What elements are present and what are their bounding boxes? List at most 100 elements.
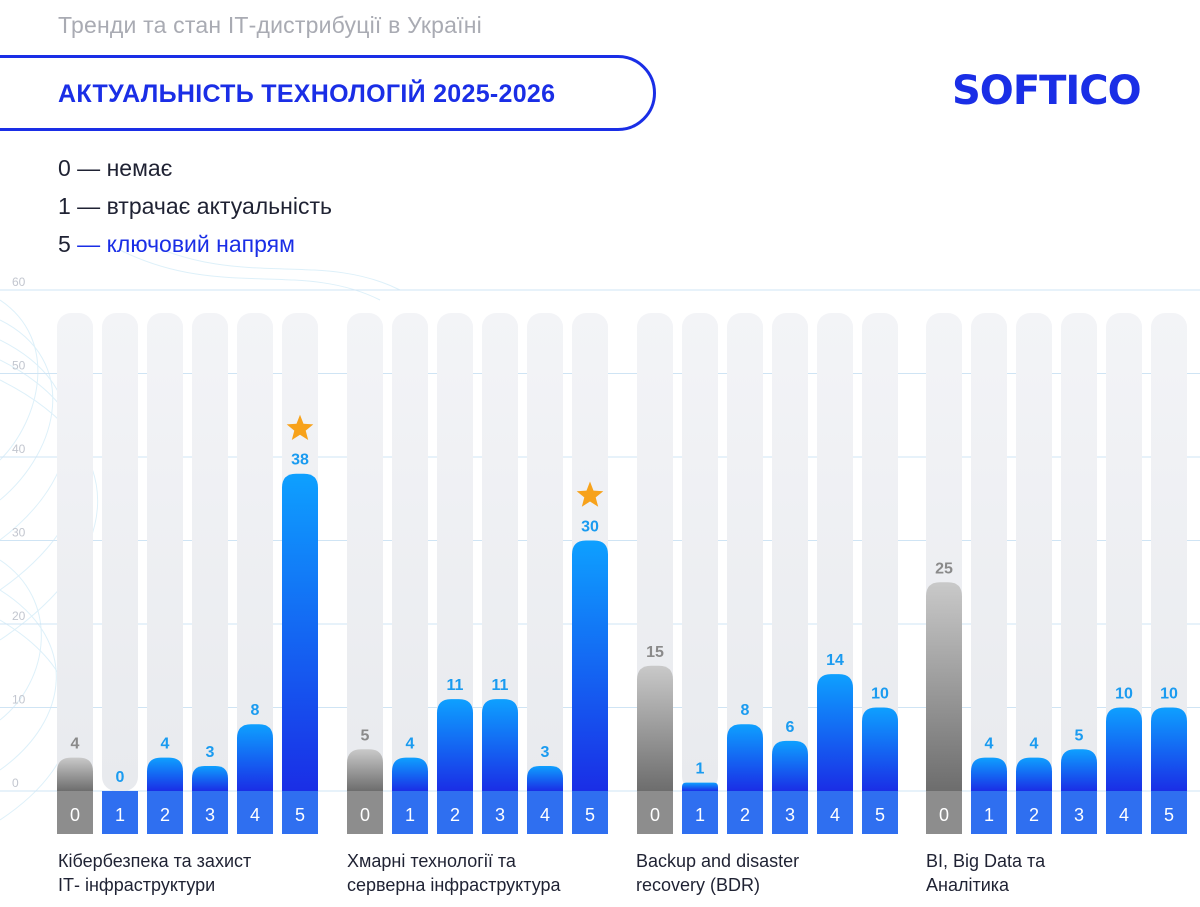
bar (192, 765, 228, 791)
category-box (817, 791, 853, 834)
bar (926, 582, 962, 791)
category-box (147, 791, 183, 834)
y-tick-label: 20 (12, 609, 26, 623)
category-box (572, 791, 608, 834)
category-box (727, 791, 763, 834)
y-tick-label: 30 (12, 526, 26, 540)
category-label: 4 (250, 805, 260, 825)
category-label: 4 (1119, 805, 1129, 825)
bar (1151, 707, 1187, 791)
bar (1016, 757, 1052, 791)
bar (282, 473, 318, 791)
category-label: 2 (160, 805, 170, 825)
bar-track (862, 313, 898, 791)
bar-track (57, 313, 93, 791)
category-box (637, 791, 673, 834)
category-box (1151, 791, 1187, 834)
group-label-bdr: Backup and disaster recovery (BDR) (636, 851, 800, 895)
category-label: 3 (495, 805, 505, 825)
bar (862, 707, 898, 791)
bar-track (817, 313, 853, 791)
data-label: 5 (1075, 727, 1084, 744)
y-tick-label: 0 (12, 776, 19, 790)
category-box (437, 791, 473, 834)
bar-track (1151, 313, 1187, 791)
category-label: 4 (540, 805, 550, 825)
bar-track (392, 313, 428, 791)
group-label-cybersecurity: Кібербезпека та захист ІТ- інфраструктури (58, 851, 252, 895)
group-label-bi: BI, Big Data та Аналітика (926, 851, 1046, 895)
bar-track (102, 313, 138, 791)
category-label: 0 (360, 805, 370, 825)
category-box (282, 791, 318, 834)
bar (527, 765, 563, 791)
bar-track (1061, 313, 1097, 791)
bar-track (772, 313, 808, 791)
category-label: 1 (405, 805, 415, 825)
category-box (347, 791, 383, 834)
category-label: 3 (785, 805, 795, 825)
category-box (1061, 791, 1097, 834)
bar (1061, 749, 1097, 791)
data-label: 38 (291, 452, 309, 469)
bar (147, 757, 183, 791)
data-label: 10 (1160, 686, 1178, 703)
data-label: 10 (1115, 686, 1133, 703)
bar-track (192, 313, 228, 791)
data-label: 11 (492, 677, 509, 694)
bar (772, 740, 808, 791)
bar-track (482, 313, 518, 791)
data-label: 11 (447, 677, 464, 694)
category-label: 5 (875, 805, 885, 825)
data-label: 5 (361, 727, 370, 744)
category-box (57, 791, 93, 834)
category-label: 0 (70, 805, 80, 825)
bar (727, 724, 763, 791)
y-tick-label: 10 (12, 693, 26, 707)
bar-track (1016, 313, 1052, 791)
category-box (1106, 791, 1142, 834)
bar (637, 665, 673, 791)
bar-track (727, 313, 763, 791)
bar (971, 757, 1007, 791)
data-label: 8 (741, 702, 750, 719)
category-box (971, 791, 1007, 834)
y-tick-label: 40 (12, 442, 26, 456)
report-supertitle: Тренди та стан ІТ-дистрибуції в Україні (58, 12, 482, 38)
data-label: 4 (985, 736, 994, 753)
data-label: 0 (116, 769, 125, 786)
bar (237, 724, 273, 791)
category-label: 5 (1164, 805, 1174, 825)
data-label: 25 (935, 560, 953, 577)
y-tick-label: 60 (12, 275, 26, 289)
bar (1106, 707, 1142, 791)
bar (437, 699, 473, 791)
bar-track (237, 313, 273, 791)
category-label: 2 (740, 805, 750, 825)
star-icon (286, 414, 314, 440)
legend-item-5: 5 — ключовий напрям (58, 231, 295, 257)
category-box (102, 791, 138, 834)
category-box (527, 791, 563, 834)
bar (482, 699, 518, 791)
bar (572, 540, 608, 791)
category-label: 1 (115, 805, 125, 825)
category-box (926, 791, 962, 834)
category-label: 0 (650, 805, 660, 825)
data-label: 8 (251, 702, 260, 719)
bar (57, 757, 93, 791)
data-label: 4 (1030, 736, 1039, 753)
bar-track (347, 313, 383, 791)
data-label: 30 (581, 519, 599, 536)
category-label: 3 (205, 805, 215, 825)
group-label-cloud: Хмарні технології та серверна інфраструкт… (347, 851, 561, 895)
data-label: 10 (871, 686, 889, 703)
category-box (192, 791, 228, 834)
data-label: 3 (206, 744, 215, 761)
softico-logo: SOFTICO (952, 68, 1142, 114)
category-box (482, 791, 518, 834)
data-label: 15 (646, 644, 664, 661)
data-label: 4 (406, 736, 415, 753)
data-label: 6 (786, 719, 795, 736)
bar-track (1106, 313, 1142, 791)
